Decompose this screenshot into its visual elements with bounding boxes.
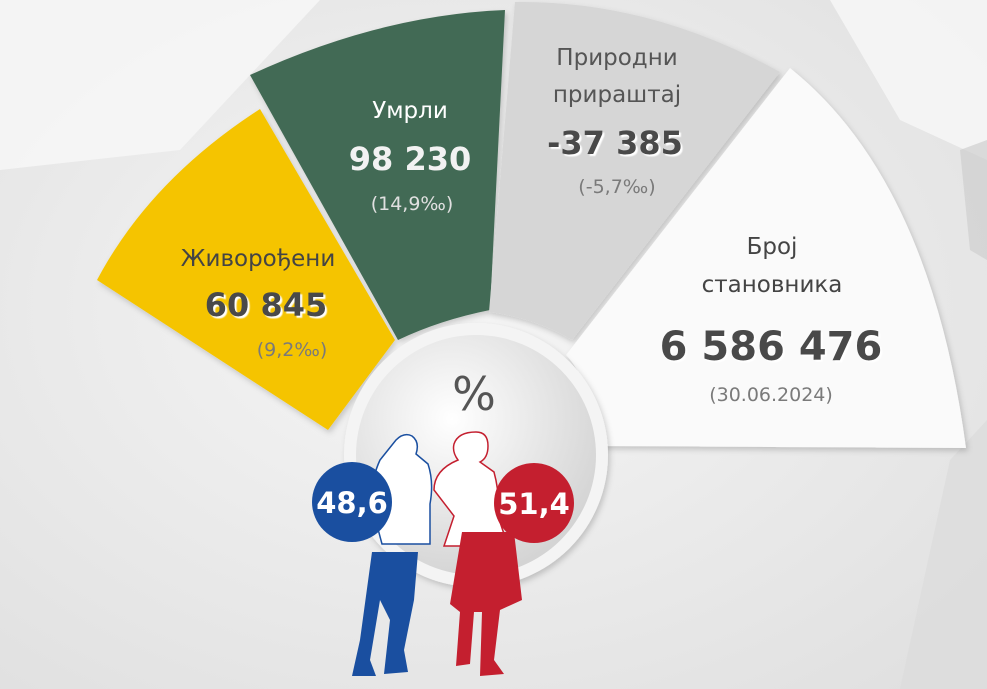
births-value: 60 845 (205, 286, 327, 324)
births-label: Живорођени (181, 246, 336, 272)
background-shape (0, 0, 320, 170)
population-segment (566, 68, 966, 448)
male-percent: 48,6 (316, 486, 388, 520)
population-label-line2: становника (702, 272, 843, 298)
natural-increase-label-line1: Природни (556, 45, 677, 71)
deaths-label: Умрли (372, 98, 448, 124)
natural-increase-segment (489, 1, 780, 340)
population-label-line1: Број (747, 234, 798, 260)
female-percent: 51,4 (498, 487, 570, 521)
births-segment (97, 109, 395, 430)
female-figure-icon (433, 431, 522, 676)
deaths-value: 98 230 (349, 140, 471, 178)
population-date: (30.06.2024) (709, 384, 833, 406)
natural-increase-rate: (-5,7‰) (578, 176, 655, 198)
male-percent-badge (312, 462, 392, 542)
natural-increase-value: -37 385 (547, 124, 683, 162)
deaths-segment (250, 10, 505, 340)
background-shape (960, 140, 987, 260)
natural-increase-label-line2: прираштај (553, 82, 681, 108)
background-shape (900, 420, 987, 689)
deaths-rate: (14,9‰) (371, 193, 454, 215)
births-rate: (9,2‰) (257, 339, 328, 361)
female-percent-badge (494, 463, 574, 543)
percent-symbol: % (452, 367, 496, 421)
population-value: 6 586 476 (660, 324, 883, 370)
background-shape (830, 0, 987, 160)
